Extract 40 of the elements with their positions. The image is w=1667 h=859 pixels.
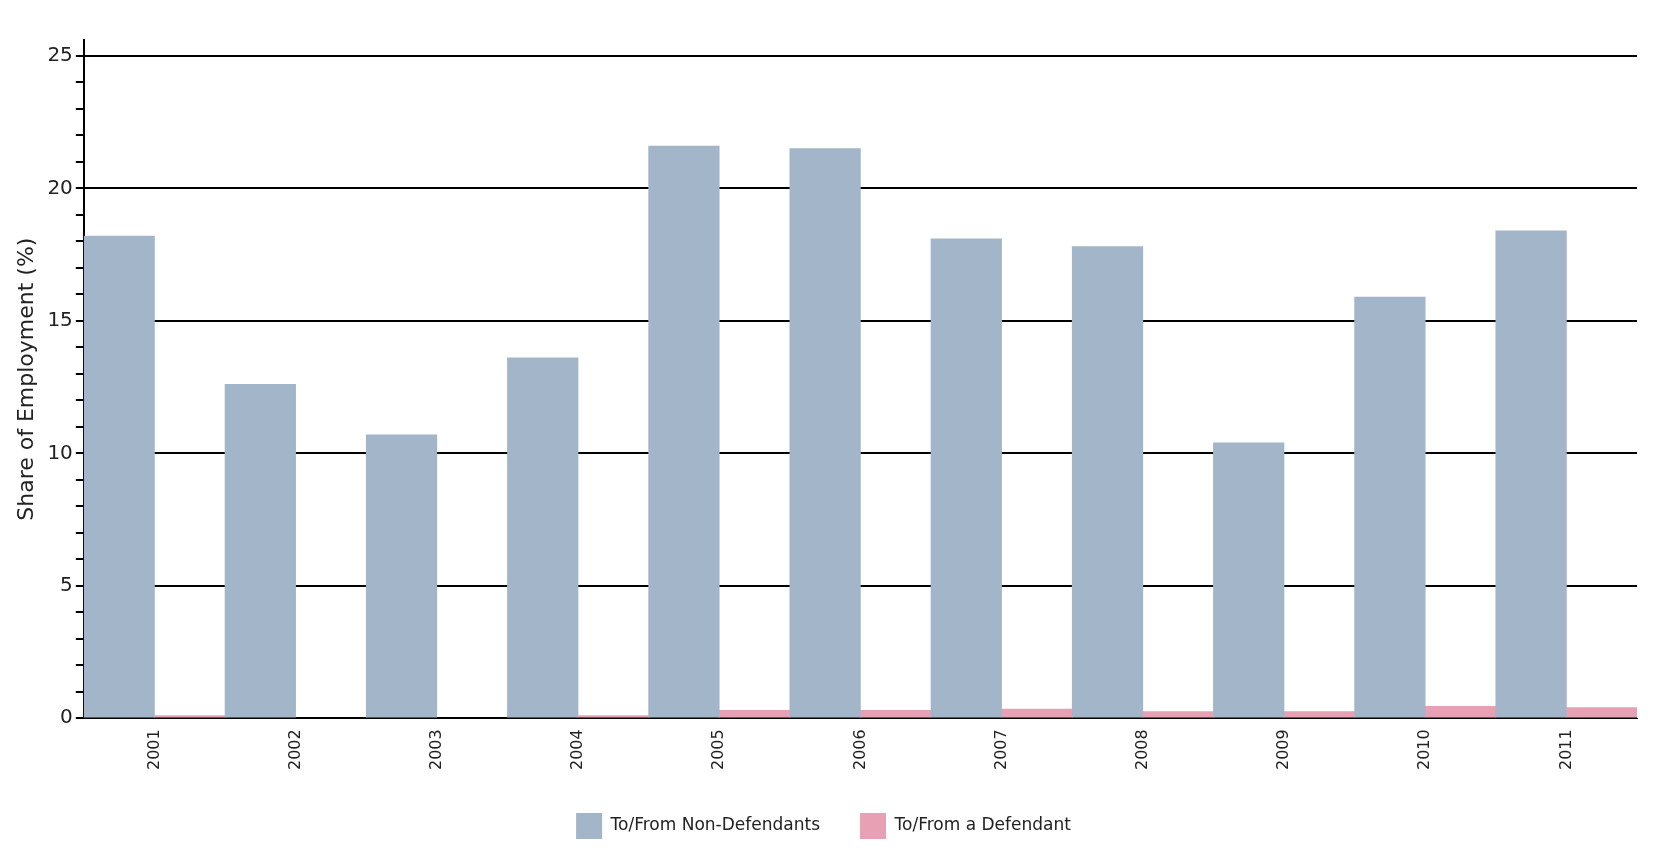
bar	[154, 715, 226, 718]
bar	[930, 238, 1002, 718]
x-tick-label: 2007	[990, 729, 1010, 770]
bar	[1283, 711, 1355, 718]
bar	[1213, 442, 1285, 718]
bar	[1495, 230, 1567, 718]
bar	[1354, 296, 1426, 718]
bar	[83, 235, 155, 718]
x-tick-label: 2005	[708, 729, 728, 770]
x-tick-label: 2001	[143, 729, 163, 770]
x-tick-label: 2002	[284, 729, 304, 770]
x-tick-label: 2011	[1555, 729, 1575, 770]
y-tick-label: 0	[60, 704, 73, 729]
y-axis-title: Share of Employment (%)	[12, 237, 38, 521]
x-tick-label: 2008	[1131, 729, 1151, 770]
bar	[577, 715, 649, 718]
y-tick-label: 5	[60, 572, 73, 597]
x-tick-label: 2010	[1414, 729, 1434, 770]
x-tick-label: 2004	[567, 729, 587, 770]
bar	[507, 357, 579, 718]
legend-label: To/From a Defendant	[893, 814, 1072, 835]
y-tick-label: 25	[47, 42, 73, 67]
x-tick-label: 2006	[849, 729, 869, 770]
bar	[1071, 246, 1144, 718]
bar	[718, 710, 791, 718]
bar	[1424, 706, 1497, 718]
bar	[1001, 708, 1073, 718]
y-tick-label: 20	[47, 174, 73, 199]
bar	[224, 384, 296, 718]
bar	[789, 148, 861, 718]
x-tick-label: 2003	[425, 729, 445, 770]
bar	[365, 434, 438, 718]
x-tick-label: 2009	[1273, 729, 1293, 770]
y-tick-label: 15	[47, 307, 73, 332]
bar	[1566, 707, 1637, 718]
y-tick-label: 10	[47, 439, 73, 464]
bar	[860, 710, 932, 718]
legend-label: To/From Non-Defendants	[609, 814, 821, 835]
bar	[1142, 711, 1214, 718]
bar	[648, 145, 720, 718]
